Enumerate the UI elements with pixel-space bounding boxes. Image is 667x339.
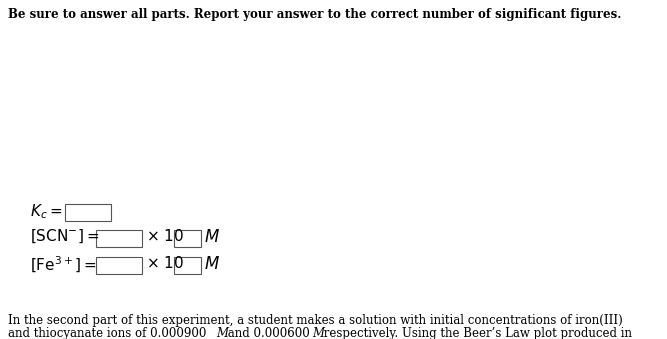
Bar <box>174 257 201 274</box>
Text: $\mathit{M}$: $\mathit{M}$ <box>204 228 220 246</box>
Bar <box>65 204 111 221</box>
Text: $\times\ 10$: $\times\ 10$ <box>146 228 184 244</box>
Text: respectively. Using the Beer’s Law plot produced in: respectively. Using the Beer’s Law plot … <box>320 327 632 339</box>
Text: In the second part of this experiment, a student makes a solution with initial c: In the second part of this experiment, a… <box>8 314 623 327</box>
Text: $\left[\mathrm{SCN}^{-}\right] =$: $\left[\mathrm{SCN}^{-}\right] =$ <box>30 228 99 245</box>
Text: M: M <box>312 327 324 339</box>
Bar <box>96 230 142 247</box>
Text: and thiocyanate ions of 0.000900: and thiocyanate ions of 0.000900 <box>8 327 210 339</box>
Bar <box>96 257 142 274</box>
Text: $K_c =$: $K_c =$ <box>30 202 63 221</box>
Text: M: M <box>216 327 228 339</box>
Text: Be sure to answer all parts. Report your answer to the correct number of signifi: Be sure to answer all parts. Report your… <box>8 8 622 21</box>
Bar <box>174 230 201 247</box>
Text: $\mathit{M}$: $\mathit{M}$ <box>204 255 220 273</box>
Text: $\left[\mathrm{Fe}^{3+}\right] =$: $\left[\mathrm{Fe}^{3+}\right] =$ <box>30 255 97 275</box>
Text: $\times\ 10$: $\times\ 10$ <box>146 255 184 271</box>
Text: and 0.000600: and 0.000600 <box>224 327 313 339</box>
